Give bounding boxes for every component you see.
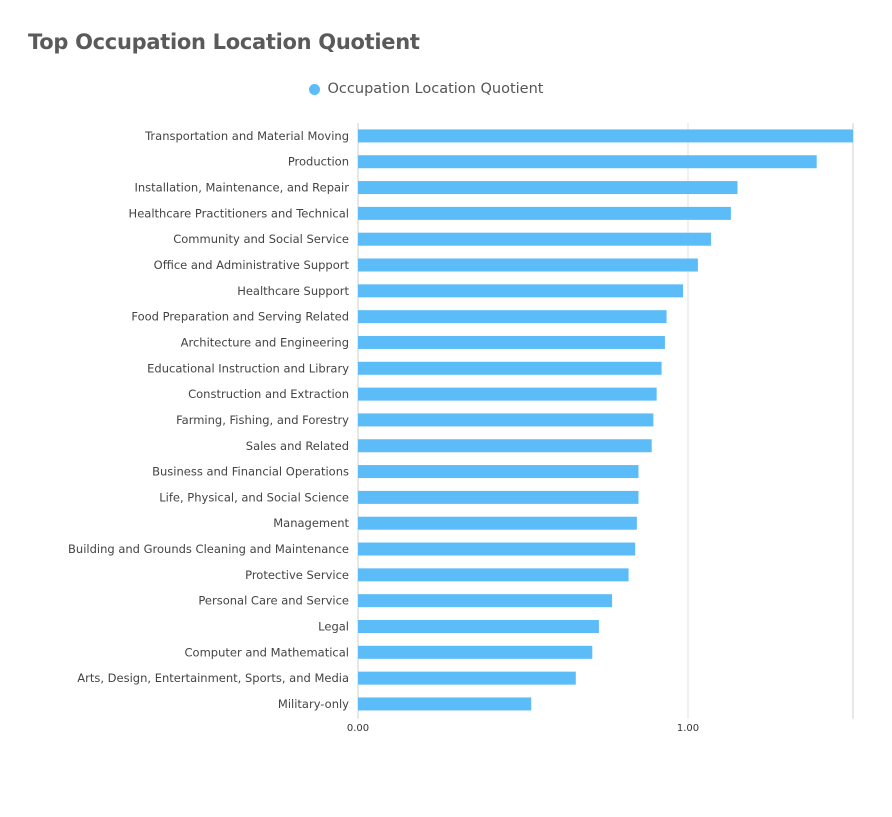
category-label: Life, Physical, and Social Science: [159, 490, 349, 504]
category-label: Architecture and Engineering: [181, 335, 349, 349]
bar[interactable]: [358, 645, 593, 659]
legend[interactable]: Occupation Location Quotient: [0, 81, 892, 97]
bar[interactable]: [358, 542, 636, 556]
bar[interactable]: [358, 155, 817, 169]
category-label: Production: [288, 155, 349, 169]
bar[interactable]: [358, 335, 665, 349]
bar[interactable]: [358, 206, 731, 220]
category-label: Military-only: [278, 697, 349, 711]
chart-title: Top Occupation Location Quotient: [28, 30, 420, 54]
bar[interactable]: [358, 568, 629, 582]
legend-label: Occupation Location Quotient: [327, 81, 544, 97]
bar[interactable]: [358, 413, 654, 427]
category-label: Legal: [318, 619, 349, 633]
bar[interactable]: [358, 310, 667, 324]
bar[interactable]: [358, 439, 652, 453]
bar[interactable]: [358, 516, 637, 530]
category-label: Educational Instruction and Library: [147, 361, 349, 375]
bar[interactable]: [358, 697, 532, 711]
bar[interactable]: [358, 671, 576, 685]
bar[interactable]: [358, 181, 738, 195]
category-labels: Transportation and Material Moving Produc…: [68, 129, 349, 711]
bar[interactable]: [358, 258, 698, 272]
category-label: Transportation and Material Moving: [144, 129, 349, 143]
bar[interactable]: [358, 387, 657, 401]
bar[interactable]: [358, 465, 639, 479]
bar[interactable]: [358, 232, 712, 246]
bar[interactable]: [358, 129, 853, 143]
bars: [358, 129, 853, 711]
category-label: Personal Care and Service: [198, 594, 349, 608]
category-label: Arts, Design, Entertainment, Sports, and…: [77, 671, 349, 685]
category-label: Management: [273, 516, 349, 530]
category-label: Building and Grounds Cleaning and Mainte…: [68, 542, 349, 556]
category-label: Office and Administrative Support: [154, 258, 350, 272]
category-label: Installation, Maintenance, and Repair: [135, 181, 350, 195]
bar[interactable]: [358, 594, 613, 608]
category-label: Business and Financial Operations: [152, 465, 349, 479]
x-tick-label: 1.00: [677, 723, 699, 734]
category-label: Community and Social Service: [173, 232, 349, 246]
bar[interactable]: [358, 361, 662, 375]
category-label: Computer and Mathematical: [185, 645, 349, 659]
bar[interactable]: [358, 284, 684, 298]
category-label: Sales and Related: [246, 439, 349, 453]
category-label: Construction and Extraction: [188, 387, 349, 401]
category-label: Healthcare Practitioners and Technical: [129, 206, 349, 220]
bar[interactable]: [358, 619, 599, 633]
x-axis-ticks: 0.00 1.00: [347, 723, 699, 734]
category-label: Healthcare Support: [237, 284, 349, 298]
category-label: Farming, Fishing, and Forestry: [176, 413, 349, 427]
x-tick-label: 0.00: [347, 723, 369, 734]
legend-marker-icon: [308, 83, 320, 95]
category-label: Protective Service: [245, 568, 349, 582]
bar[interactable]: [358, 490, 639, 504]
category-label: Food Preparation and Serving Related: [131, 310, 349, 324]
